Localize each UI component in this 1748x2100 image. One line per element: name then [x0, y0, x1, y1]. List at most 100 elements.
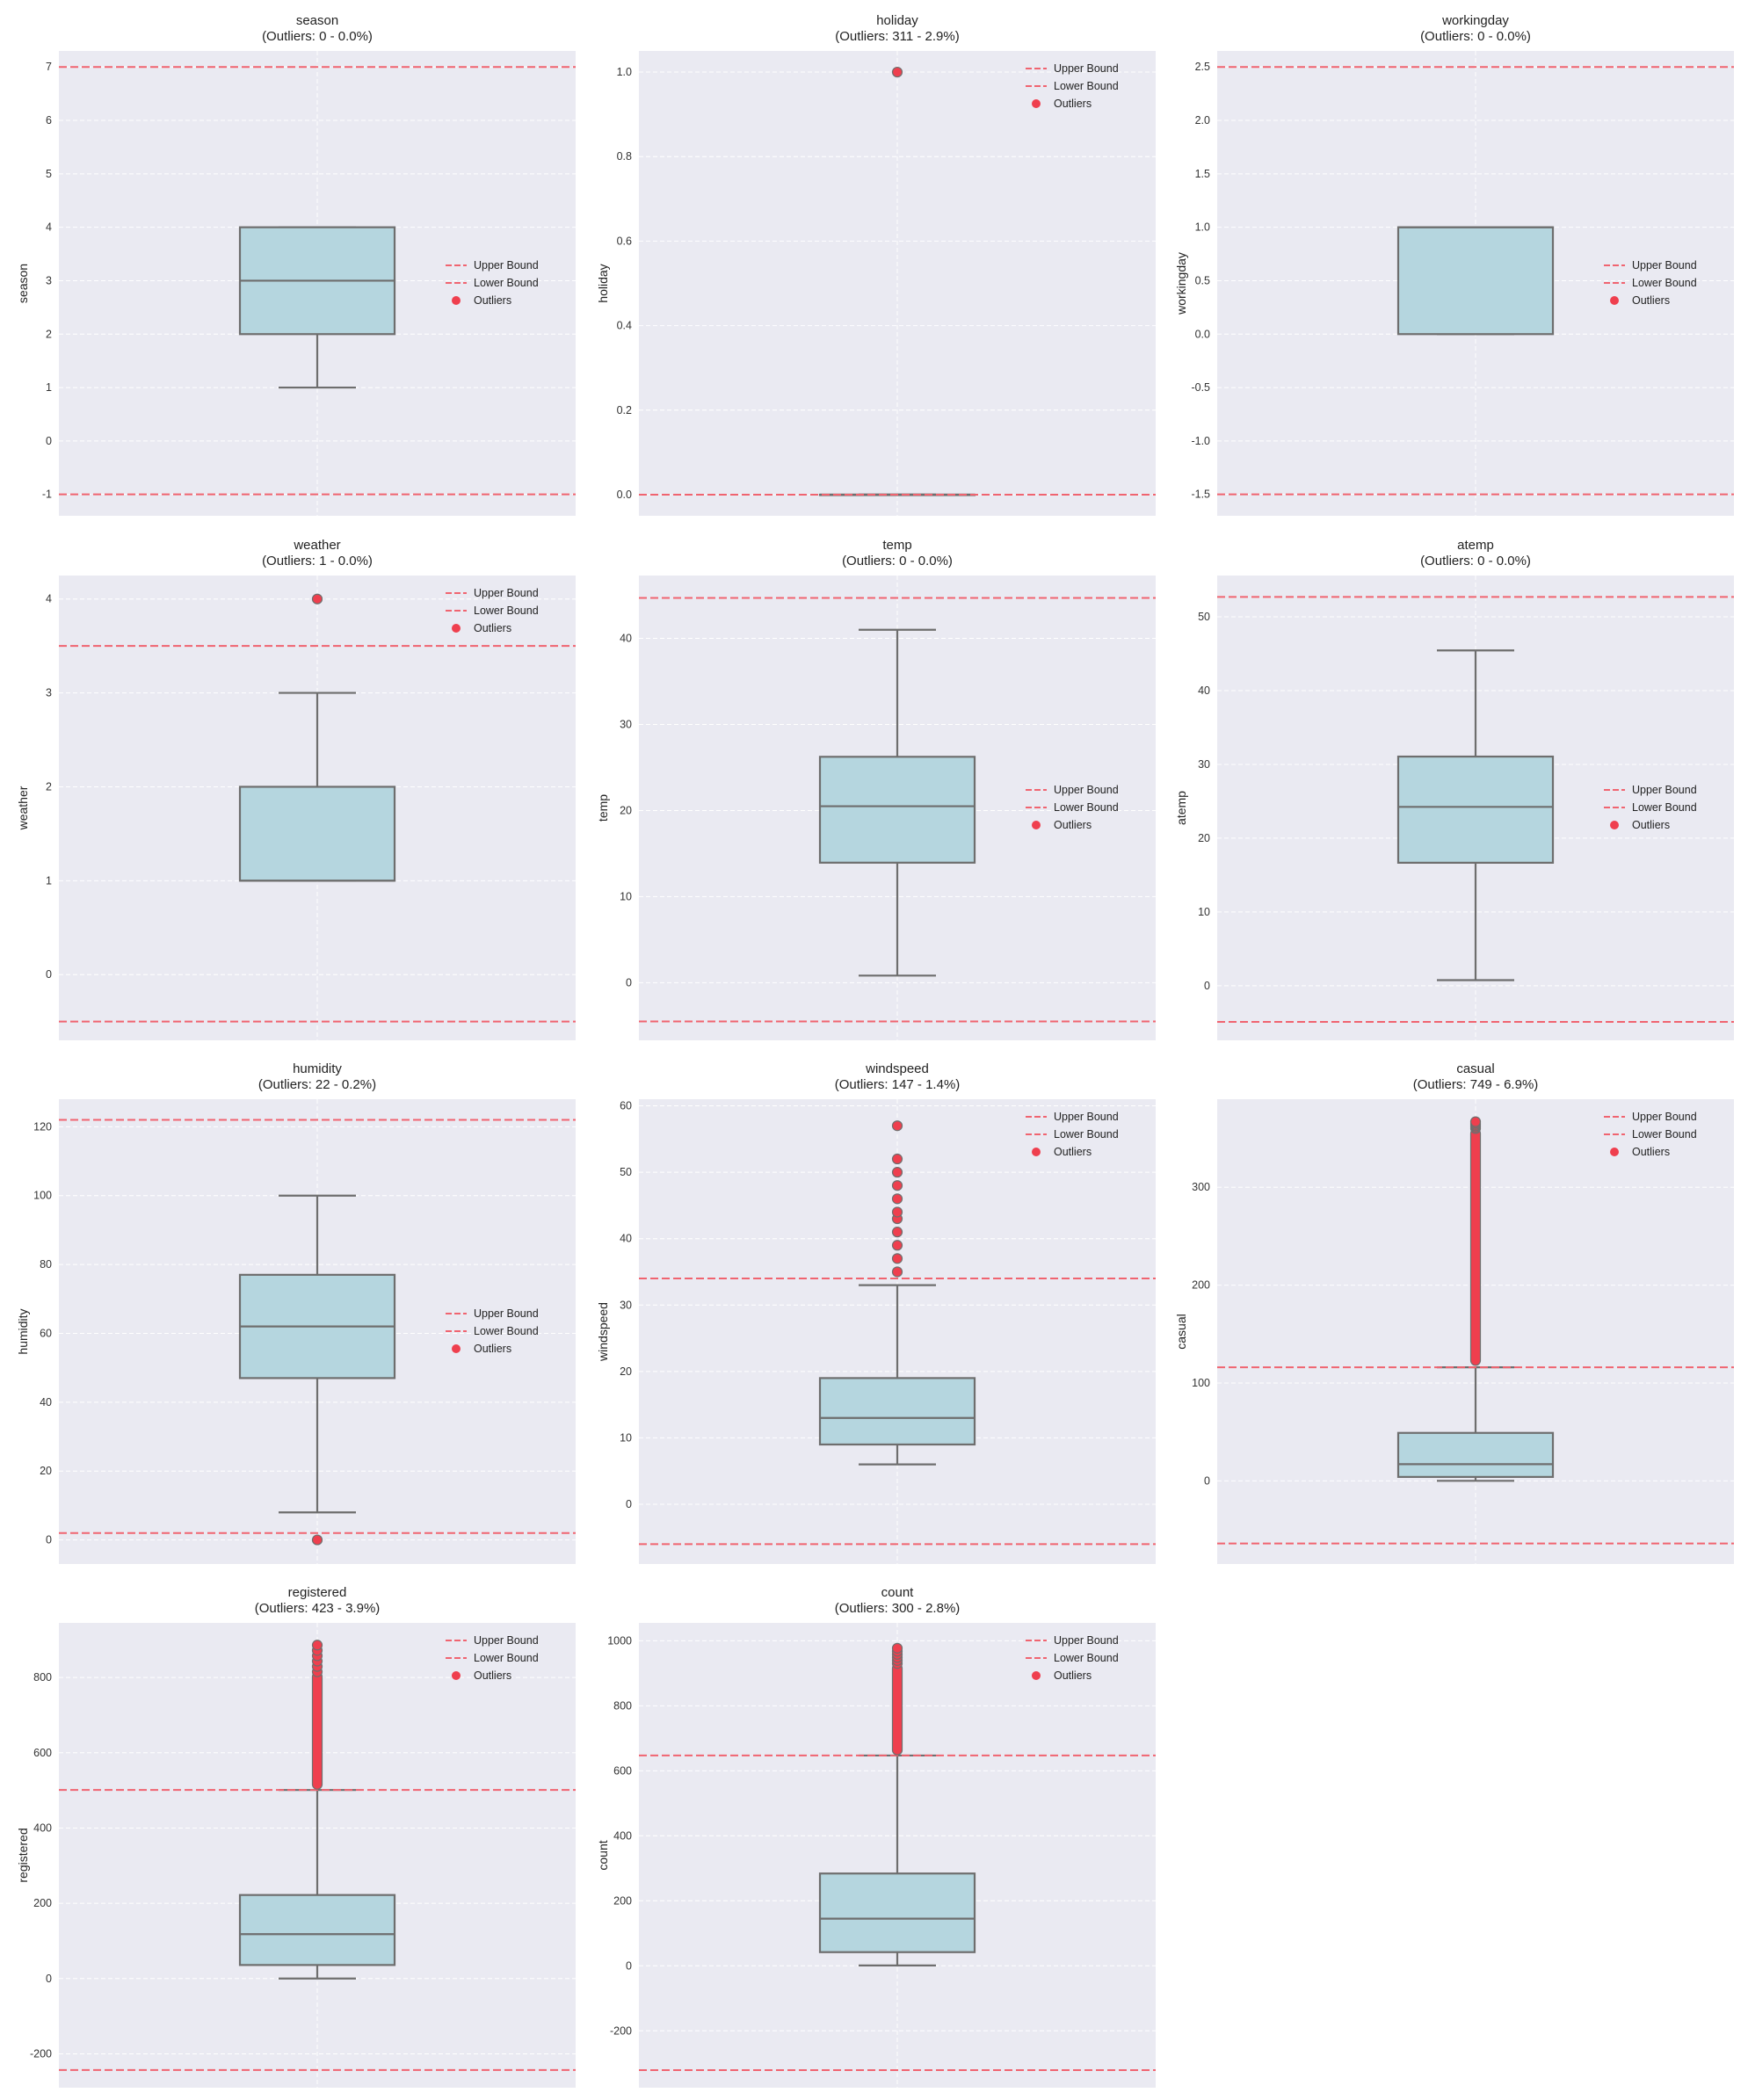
- outlier-point: [891, 1253, 903, 1264]
- y-tick-label: 20: [620, 804, 632, 816]
- outlier-point: [311, 1534, 323, 1546]
- legend-label-outliers: Outliers: [1632, 294, 1670, 307]
- y-tick-label: 400: [613, 1829, 632, 1842]
- y-tick-label: 0.5: [1195, 274, 1210, 286]
- legend: Upper Bound Lower Bound Outliers: [446, 1307, 539, 1355]
- outlier-point: [1469, 1116, 1482, 1127]
- outlier-point: [891, 1167, 903, 1178]
- y-tick-label: 80: [40, 1258, 52, 1271]
- y-tick-label: 40: [620, 1233, 632, 1245]
- legend: Upper Bound Lower Bound Outliers: [1026, 1634, 1119, 1682]
- y-tick-label: 0: [46, 435, 52, 447]
- iqr-box: [238, 786, 396, 882]
- y-tick-label: 0.4: [617, 320, 632, 332]
- y-tick-label: -1.5: [1191, 489, 1210, 501]
- legend-swatch-outlier: [1610, 1148, 1619, 1156]
- y-tick-label: -1.0: [1191, 435, 1210, 447]
- legend-swatch-outlier: [1032, 99, 1041, 108]
- y-axis-label: humidity: [16, 1308, 30, 1354]
- legend-label-upper: Upper Bound: [1054, 784, 1119, 796]
- y-tick-label: 40: [1198, 684, 1210, 697]
- panel-subtitle: (Outliers: 311 - 2.9%): [835, 29, 959, 44]
- outlier-cluster: [1469, 1127, 1482, 1366]
- y-tick-label: 0: [46, 1534, 52, 1546]
- panel-count: -20002004006008001000countcount(Outliers…: [596, 1585, 1156, 2088]
- outlier-point: [891, 1227, 903, 1238]
- y-tick-label: 60: [620, 1100, 632, 1112]
- y-axis-label: season: [16, 264, 30, 303]
- y-axis-label: weather: [16, 786, 30, 830]
- y-tick-label: 40: [40, 1396, 52, 1408]
- iqr-box: [1396, 755, 1555, 864]
- outlier-point: [891, 1180, 903, 1191]
- legend-label-lower: Lower Bound: [1054, 1128, 1119, 1141]
- legend-label-lower: Lower Bound: [1632, 801, 1697, 814]
- y-tick-label: 600: [33, 1747, 52, 1759]
- legend-label-lower: Lower Bound: [474, 605, 539, 617]
- y-tick-label: 800: [33, 1671, 52, 1684]
- y-tick-label: 200: [1192, 1279, 1210, 1292]
- panel-title: temp: [882, 538, 911, 553]
- y-tick-label: 0.0: [617, 489, 632, 501]
- legend: Upper Bound Lower Bound Outliers: [1026, 784, 1119, 831]
- legend-swatch-outlier: [1032, 1148, 1041, 1156]
- y-tick-label: 120: [33, 1120, 52, 1133]
- y-tick-label: 2: [46, 780, 52, 793]
- legend: Upper Bound Lower Bound Outliers: [1026, 62, 1119, 110]
- legend-swatch-outlier: [452, 1344, 461, 1353]
- panel-subtitle: (Outliers: 0 - 0.0%): [842, 554, 953, 568]
- legend-label-outliers: Outliers: [1054, 1669, 1092, 1682]
- y-tick-label: 0: [46, 968, 52, 981]
- panel-registered: -2000200400600800registeredregistered(Ou…: [16, 1585, 576, 2088]
- y-tick-label: 60: [40, 1327, 52, 1339]
- legend-label-lower: Lower Bound: [474, 277, 539, 289]
- y-tick-label: -1: [42, 489, 52, 501]
- y-tick-label: 1.5: [1195, 168, 1210, 180]
- y-axis-label: windspeed: [596, 1302, 610, 1362]
- panel-subtitle: (Outliers: 300 - 2.8%): [835, 1601, 961, 1616]
- outlier-cluster: [891, 1662, 903, 1756]
- legend-label-upper: Upper Bound: [1054, 1634, 1119, 1647]
- y-tick-label: 4: [46, 221, 52, 234]
- legend-label-outliers: Outliers: [474, 1343, 511, 1355]
- y-tick-label: 40: [620, 633, 632, 645]
- legend-label-upper: Upper Bound: [474, 1634, 539, 1647]
- y-tick-label: 6: [46, 114, 52, 127]
- y-tick-label: 0: [46, 1973, 52, 1985]
- legend: Upper Bound Lower Bound Outliers: [446, 1634, 539, 1682]
- y-tick-label: 3: [46, 687, 52, 699]
- y-tick-label: -200: [610, 2024, 632, 2037]
- panel-humidity: 020406080100120humidityhumidity(Outliers…: [16, 1061, 576, 1564]
- y-axis-label: casual: [1174, 1314, 1188, 1349]
- panel-title: windspeed: [865, 1061, 929, 1076]
- panel-title: count: [881, 1585, 915, 1600]
- legend-swatch-outlier: [452, 624, 461, 633]
- panel-subtitle: (Outliers: 147 - 1.4%): [835, 1077, 961, 1092]
- y-axis-label: registered: [16, 1828, 30, 1882]
- y-tick-label: 300: [1192, 1181, 1210, 1193]
- panel-subtitle: (Outliers: 0 - 0.0%): [1420, 554, 1531, 568]
- outlier-cluster: [311, 1671, 323, 1790]
- panel-workingday: -1.5 -1.0 -0.5 0.0 0.5 1.0 1.5 2.0 2.5 workingday…: [1174, 13, 1734, 516]
- y-tick-label: 0.2: [617, 404, 632, 416]
- panel-subtitle: (Outliers: 22 - 0.2%): [258, 1077, 376, 1092]
- y-tick-label: 100: [33, 1190, 52, 1202]
- y-tick-label: 10: [620, 890, 632, 902]
- panel-subtitle: (Outliers: 749 - 6.9%): [1413, 1077, 1539, 1092]
- legend-label-outliers: Outliers: [1054, 1146, 1092, 1158]
- y-tick-label: 30: [620, 1299, 632, 1311]
- outlier-point: [891, 1153, 903, 1165]
- y-tick-label: 3: [46, 274, 52, 286]
- legend-label-lower: Lower Bound: [1054, 801, 1119, 814]
- y-tick-label: 200: [33, 1897, 52, 1909]
- legend-swatch-outlier: [1032, 821, 1041, 829]
- legend-label-lower: Lower Bound: [1054, 1652, 1119, 1664]
- iqr-box: [818, 756, 976, 864]
- y-tick-label: 800: [613, 1699, 632, 1712]
- legend-label-outliers: Outliers: [474, 294, 511, 307]
